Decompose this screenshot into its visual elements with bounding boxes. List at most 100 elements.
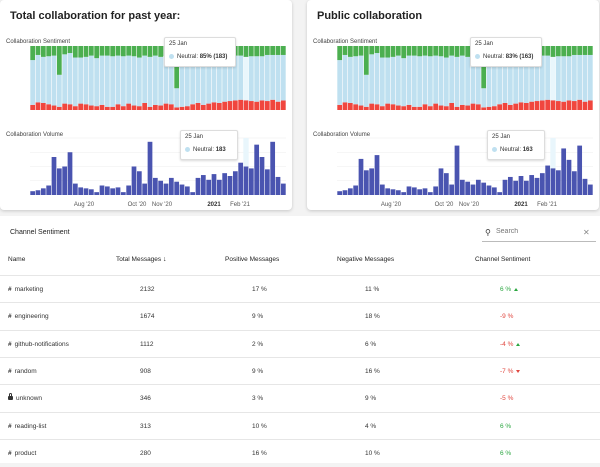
volume-bar [577, 145, 583, 195]
sentiment-bar-neutral [475, 56, 481, 105]
volume-bar [264, 169, 270, 195]
sentiment-bar-negative [513, 103, 519, 110]
table-row[interactable]: # marketing 2132 17 % 11 % 6 % [0, 275, 600, 303]
sentiment-bar-neutral [571, 54, 577, 102]
x-tick-label: Feb '21 [537, 202, 557, 208]
sentiment-bar-neutral [358, 55, 364, 106]
hash-icon: # [8, 368, 12, 375]
sentiment-bar-negative [507, 104, 513, 110]
sentiment-bar-positive [454, 46, 460, 57]
table-title: Channel Sentiment [10, 229, 70, 236]
volume-bar [184, 186, 190, 195]
channel-name: # engineering [8, 313, 49, 320]
volume-bar [529, 175, 535, 195]
volume-bar [481, 182, 487, 195]
sentiment-bar-neutral [513, 55, 519, 104]
x-tick-label: Oct '20 [128, 202, 147, 208]
sentiment-tooltip: 25 Jan Neutral: 83% (163) [470, 37, 542, 67]
volume-bar [206, 179, 212, 195]
search-box[interactable]: ⚲ ✕ [482, 227, 596, 242]
sentiment-bar-negative [433, 103, 439, 110]
volume-bar [555, 170, 561, 195]
volume-bar [227, 176, 233, 195]
table-row[interactable]: # product 280 16 % 10 % 6 % [0, 439, 600, 467]
header-channel-sentiment[interactable]: Channel Sentiment [475, 256, 531, 263]
volume-bar [216, 179, 222, 195]
sentiment-bar-negative [347, 102, 353, 110]
sentiment-bar-neutral [174, 88, 180, 108]
table-row[interactable]: # reading-list 313 10 % 4 % 6 % [0, 412, 600, 440]
volume-bar [539, 173, 545, 195]
sentiment-bar-neutral [227, 55, 233, 102]
volume-bar [179, 184, 185, 195]
header-negative-messages[interactable]: Negative Messages [337, 256, 395, 263]
volume-bar [270, 141, 276, 195]
sentiment-bar-negative [534, 101, 540, 110]
sentiment-bar-negative [566, 100, 572, 110]
sentiment-bar-positive [152, 46, 158, 56]
table-row[interactable]: # random 908 9 % 16 % -7 % [0, 357, 600, 385]
sentiment-bar-positive [99, 46, 105, 56]
sentiment-bar-positive [422, 46, 428, 56]
sentiment-bar-neutral [56, 74, 62, 107]
sentiment-bar-negative [465, 105, 471, 110]
volume-bar [561, 148, 567, 195]
sentiment-bar-positive [545, 46, 551, 56]
sentiment-bar-positive [158, 46, 164, 57]
channel-sentiment: 6 % [500, 286, 519, 293]
sentiment-bar-positive [459, 46, 465, 56]
channel-sentiment: -4 % [500, 341, 521, 348]
volume-bar [222, 173, 228, 195]
volume-bar [411, 187, 417, 195]
negative-messages: 4 % [365, 423, 377, 430]
volume-bar [438, 168, 444, 195]
sentiment-bar-neutral [275, 54, 281, 102]
positive-messages: 16 % [252, 450, 267, 457]
sentiment-value: -7 % [500, 368, 514, 375]
sentiment-bar-negative [62, 103, 68, 110]
x-tick-label: Aug '20 [74, 202, 95, 208]
sentiment-bar-neutral [51, 55, 57, 106]
sentiment-bar-negative [142, 102, 148, 110]
sentiment-chart[interactable]: Aug '20 Oct '20 Nov '20 2021 Feb '21 [0, 0, 292, 210]
sentiment-bar-neutral [518, 55, 524, 103]
sentiment-bar-negative [337, 104, 343, 110]
sentiment-bar-negative [561, 101, 567, 110]
positive-messages: 9 % [252, 313, 264, 320]
volume-bar [385, 188, 391, 195]
tooltip-date: 25 Jan [169, 41, 188, 47]
sentiment-bar-neutral [406, 55, 412, 105]
sentiment-bar-neutral [427, 56, 433, 107]
sentiment-bar-neutral [238, 55, 244, 100]
positive-messages: 10 % [252, 423, 267, 430]
table-row[interactable]: # github-notifications 1112 2 % 6 % -4 % [0, 330, 600, 358]
table-row[interactable]: # engineering 1674 9 % 18 % -9 % [0, 302, 600, 330]
sentiment-bar-positive [51, 46, 57, 56]
tooltip-value: 85% (183) [199, 54, 228, 61]
sentiment-bar-negative [550, 100, 556, 110]
sentiment-bar-positive [67, 46, 73, 54]
search-input[interactable] [496, 228, 576, 235]
sentiment-bar-positive [566, 46, 572, 57]
clear-icon[interactable]: ✕ [583, 228, 590, 237]
header-total-messages[interactable]: Total Messages ↓ [116, 256, 166, 263]
sentiment-bar-positive [358, 46, 364, 56]
sentiment-chart[interactable]: Aug '20 Oct '20 Nov '20 2021 Feb '21 [307, 0, 599, 210]
sentiment-bar-negative [254, 101, 260, 110]
header-positive-messages[interactable]: Positive Messages [225, 256, 280, 263]
sentiment-bar-positive [438, 46, 444, 57]
sentiment-bar-neutral [454, 56, 460, 107]
sentiment-bar-neutral [363, 74, 369, 107]
sentiment-bar-negative [163, 103, 169, 110]
header-name[interactable]: Name [8, 256, 26, 263]
sentiment-bar-negative [411, 106, 417, 110]
table-row[interactable]: unknown 346 3 % 9 % -5 % [0, 384, 600, 412]
volume-bar [104, 186, 110, 195]
sentiment-bar-neutral [248, 56, 254, 102]
sentiment-bar-neutral [195, 54, 201, 103]
sentiment-value: -5 % [500, 395, 514, 402]
sentiment-bar-negative [459, 104, 465, 110]
volume-bar [534, 177, 540, 195]
channel-sentiment: -9 % [500, 313, 513, 320]
sentiment-bar-neutral [539, 55, 545, 101]
